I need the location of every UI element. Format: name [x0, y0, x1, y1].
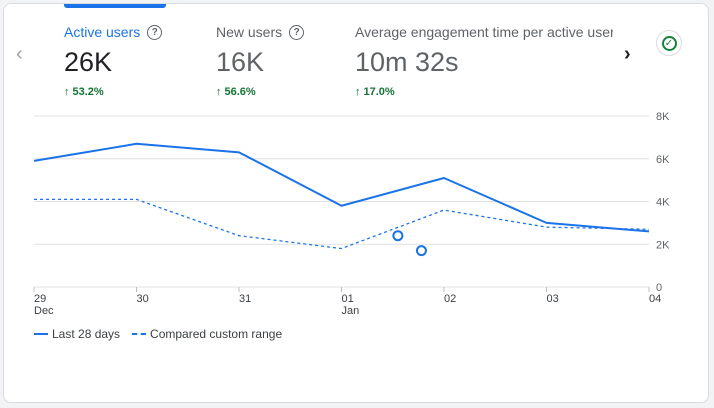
y-tick-label: 2K: [656, 239, 670, 251]
metric-value: 26K: [64, 47, 113, 77]
solid-line-icon: [34, 333, 48, 335]
x-tick-label: 04: [649, 293, 661, 305]
help-icon[interactable]: ?: [289, 24, 305, 40]
arrow-up-icon: ↑: [216, 86, 222, 98]
legend-label: Last 28 days: [52, 327, 121, 341]
y-tick-label: 4K: [656, 197, 670, 209]
metric-change: ↑ 56.6%: [216, 86, 256, 98]
annotation-marker: [392, 230, 404, 242]
metric-label: Average engagement time per active user: [355, 24, 613, 40]
next-metrics-button[interactable]: ›: [624, 43, 631, 65]
legend-item-compared-range[interactable]: Compared custom range: [132, 327, 282, 341]
x-tick-label: 02: [444, 293, 456, 305]
chart-legend: Last 28 days Compared custom range: [34, 327, 294, 341]
series-line-last-28-days: [33, 142, 650, 233]
metric-value: 10m 32s: [355, 47, 459, 77]
check-icon: ✓: [661, 35, 677, 51]
metric-change: ↑ 17.0%: [355, 86, 395, 98]
x-tick-label: 31: [239, 293, 251, 305]
metric-value: 16K: [216, 47, 265, 77]
x-tick-label: 01: [342, 293, 354, 305]
legend-item-last-28-days[interactable]: Last 28 days: [34, 327, 120, 341]
y-tick-label: 6K: [656, 154, 670, 166]
metric-change: ↑ 53.2%: [64, 86, 104, 98]
tab-average-engagement-time[interactable]: Average engagement time per active user …: [355, 24, 613, 98]
dashed-line-icon: [132, 333, 147, 335]
legend-label: Compared custom range: [150, 327, 283, 341]
x-tick-month-label: Dec: [34, 305, 54, 317]
series-line-compared-range: [34, 198, 650, 250]
metric-label: New users: [216, 24, 283, 40]
y-tick-label: 0: [656, 282, 662, 294]
x-tick-label: 03: [547, 293, 559, 305]
y-tick-label: 8K: [656, 111, 670, 123]
help-icon[interactable]: ?: [147, 24, 163, 40]
arrow-up-icon: ↑: [64, 86, 70, 98]
annotation-marker: [415, 245, 427, 257]
x-tick-label: 29: [34, 293, 46, 305]
previous-metrics-button[interactable]: ‹: [16, 43, 23, 65]
x-tick-month-label: Jan: [342, 305, 360, 317]
arrow-up-icon: ↑: [355, 86, 361, 98]
metric-card: ‹ Active users ? 26K ↑ 53.2% New users ? …: [3, 3, 709, 403]
tab-active-users[interactable]: Active users ? 26K ↑ 53.2%: [64, 24, 163, 98]
active-tab-indicator: [64, 4, 166, 8]
metric-label: Active users: [64, 24, 141, 40]
x-tick-label: 30: [137, 293, 149, 305]
data-quality-check-icon[interactable]: ✓: [656, 30, 682, 56]
tab-new-users[interactable]: New users ? 16K ↑ 56.6%: [216, 24, 305, 98]
